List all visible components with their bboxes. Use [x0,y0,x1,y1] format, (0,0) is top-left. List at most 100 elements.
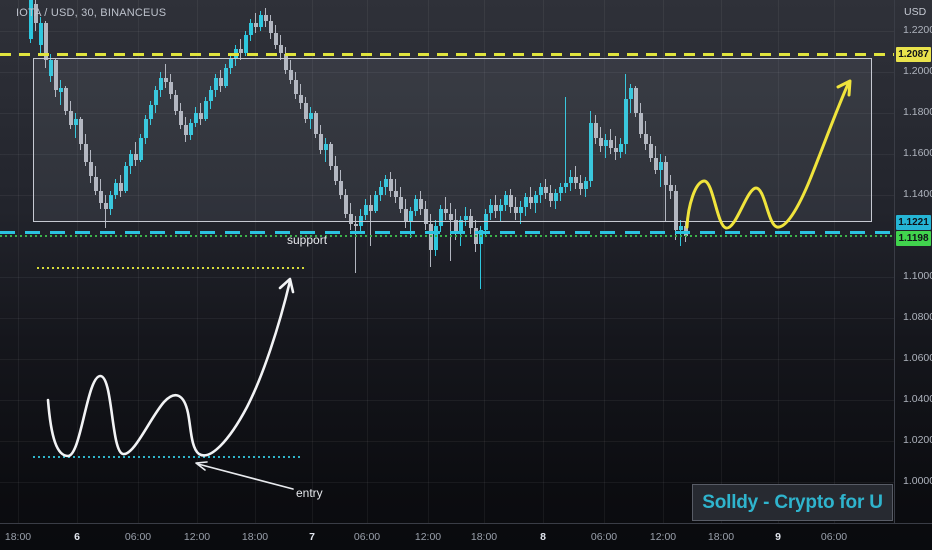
entry-pointer-arrow[interactable] [195,461,294,490]
candle-up [358,215,363,226]
channel-watermark: Solldy - Crypto for U [692,484,893,521]
price-gridline [0,482,894,483]
candle-down [393,190,398,197]
candle-up [523,197,528,208]
candle-down [613,147,618,152]
last-price-line[interactable] [0,235,894,238]
candle-down [353,223,358,226]
candle-down [288,69,293,81]
candle-down [578,182,583,189]
candle-down [198,113,203,120]
time-gridline [484,0,485,523]
time-gridline [834,0,835,523]
white-w-curve [46,279,292,458]
candle-up [628,88,633,99]
candle-up [153,90,158,105]
candle-down [643,133,648,144]
time-tick-label: 9 [775,531,781,543]
candle-down [238,49,243,54]
candle-down [173,94,178,111]
candle-up [623,98,628,144]
candle-up [188,123,193,136]
candle-up [658,162,663,171]
price-gridline [0,400,894,401]
candle-up [378,186,383,195]
candle-wick [325,137,326,163]
candle-up [438,209,443,226]
candle-down [598,137,603,146]
time-gridline [138,0,139,523]
time-gridline [255,0,256,523]
time-tick-label: 18:00 [4,531,32,543]
candle-up [128,154,133,167]
time-gridline [428,0,429,523]
candle-up [538,186,543,195]
candle-down [313,113,318,134]
support-line[interactable] [0,230,894,234]
price-tick-label: 1.1600 [903,147,932,159]
time-gridline [663,0,664,523]
candle-down [593,123,598,138]
price-tick-label: 1.0400 [903,393,932,405]
price-axis[interactable]: USD 1.2200 1.2000 1.1800 1.1600 1.1400 1.1000… [894,0,932,523]
time-gridline [312,0,313,523]
candle-down [508,195,513,208]
candle-down [663,162,668,185]
candle-down [43,22,48,60]
candle-up [553,193,558,202]
candle-up [413,199,418,212]
white-w-pattern-drawing[interactable] [46,277,295,458]
candle-up [38,22,43,46]
price-gridline [0,441,894,442]
range-box-drawing[interactable] [33,58,872,222]
price-gridline [0,154,894,155]
price-gridline [0,277,894,278]
time-tick-label: 06:00 [820,531,848,543]
candle-down [218,78,223,87]
resistance-line[interactable] [0,53,894,57]
candle-up [518,207,523,214]
candle-up [308,113,313,120]
candle-down [648,143,653,159]
candle-up [373,195,378,212]
time-gridline [604,0,605,523]
price-tick-label: 1.2200 [903,24,932,36]
candle-down [633,88,638,113]
candle-wick [60,80,61,105]
candle-down [268,20,273,33]
time-gridline [721,0,722,523]
candle-up [433,225,438,251]
candle-up [28,0,33,40]
price-tick-label: 1.0800 [903,311,932,323]
candle-down [423,209,428,224]
time-tick-label: 12:00 [649,531,677,543]
candle-down [443,209,448,214]
candle-down [333,166,338,181]
candle-down [388,178,393,191]
time-tick-label: 8 [540,531,546,543]
candle-down [638,113,643,134]
candle-down [253,22,258,27]
candle-wick [410,207,411,239]
candle-wick [665,156,666,222]
candle-up [583,180,588,189]
time-gridline [77,0,78,523]
candle-up [213,78,218,91]
candle-down [53,59,58,91]
candle-down [68,110,73,126]
candle-wick [105,195,106,228]
chart-plot-area[interactable]: support entry IOTA / USD, 30, BINANCEUS [0,0,894,523]
candle-down [63,88,68,111]
time-axis[interactable]: 18:00 6 06:00 12:00 18:00 7 06:00 12:00 18:00 8 06… [0,523,932,550]
resistance-price-tag: 1.2087 [896,46,931,62]
candle-up [138,137,143,161]
price-tick-label: 1.0600 [903,352,932,364]
price-gridline [0,318,894,319]
candle-up [158,78,163,91]
time-gridline [197,0,198,523]
pattern-entry-dotted-line[interactable] [33,456,300,458]
symbol-legend[interactable]: IOTA / USD, 30, BINANCEUS [16,7,167,19]
candle-wick [660,154,661,187]
pattern-target-dotted-line[interactable] [37,267,305,269]
time-tick-label: 06:00 [353,531,381,543]
